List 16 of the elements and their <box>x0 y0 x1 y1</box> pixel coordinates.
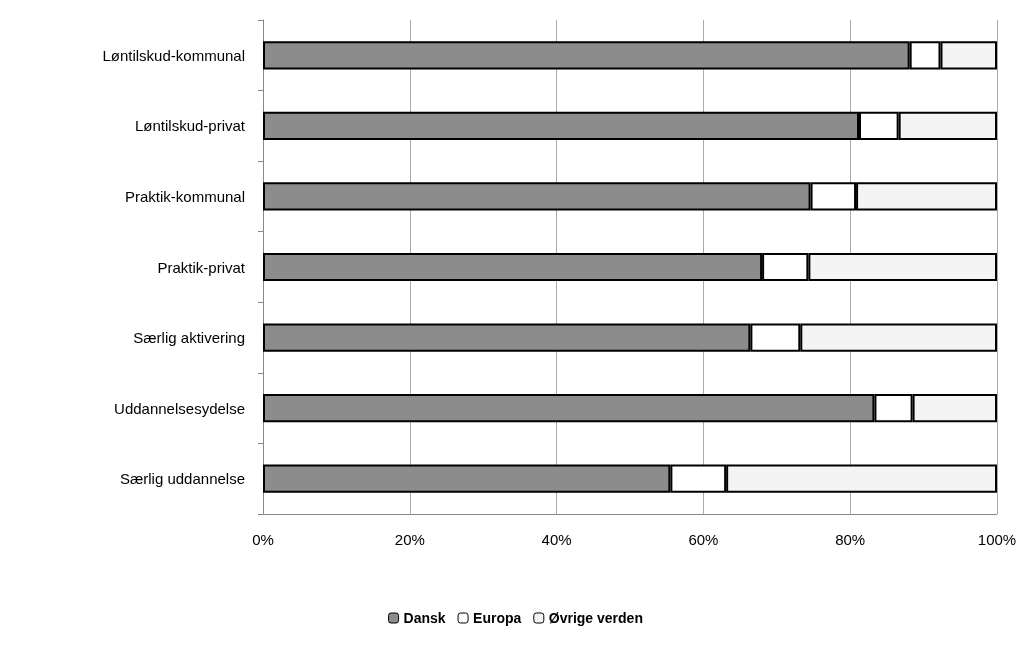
x-tick-label: 20% <box>394 531 425 548</box>
y-tick-label: Løntilskud-kommunal <box>102 46 245 64</box>
x-tick-label: 40% <box>541 531 572 548</box>
y-tick-label: Praktik-privat <box>157 258 246 276</box>
y-tick-label: Løntilskud-privat <box>134 117 246 135</box>
x-tick-label: 80% <box>835 531 866 548</box>
legend-label: Dansk <box>403 610 446 626</box>
y-tick-label: Uddannelsesydelse <box>114 399 245 417</box>
y-tick-label: Særlig uddannelse <box>119 470 245 488</box>
legend-label: Øvrige verden <box>548 610 643 626</box>
legend-label: Europa <box>473 610 522 626</box>
x-tick-label: 100% <box>977 531 1017 548</box>
x-tick-label: 60% <box>688 531 719 548</box>
x-tick-label: 0% <box>252 531 274 548</box>
y-tick-label: Praktik-kommunal <box>124 187 245 205</box>
y-tick-label: Særlig aktivering <box>133 329 245 347</box>
